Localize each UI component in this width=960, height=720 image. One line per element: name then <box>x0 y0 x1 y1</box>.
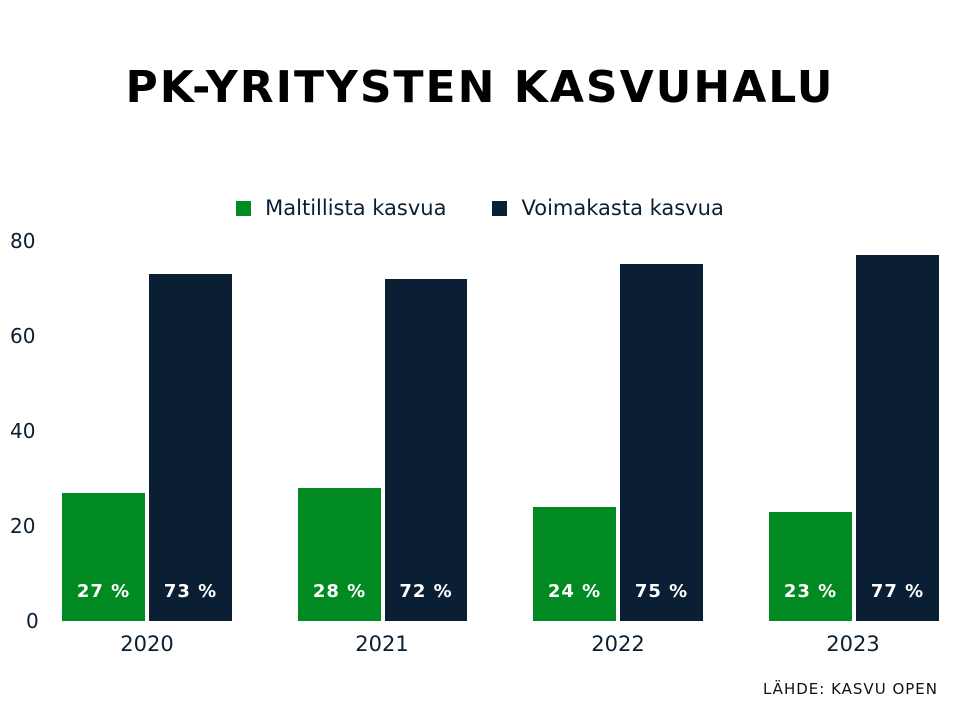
y-tick-20: 20 <box>10 514 36 538</box>
x-label-2023: 2023 <box>826 632 880 656</box>
legend-label: Maltillista kasvua <box>265 196 447 220</box>
x-label-2020: 2020 <box>120 632 174 656</box>
bar-value-label: 23 % <box>783 581 838 602</box>
legend-item-voimakasta: Voimakasta kasvua <box>492 196 724 220</box>
bar-2021-voimakasta: 72 % <box>385 279 467 621</box>
bar-2023-maltillista: 23 % <box>769 512 852 621</box>
source-note: LÄHDE: KASVU OPEN <box>762 680 938 698</box>
legend-swatch-green-icon <box>236 200 252 216</box>
y-tick-0: 0 <box>26 609 39 633</box>
legend: Maltillista kasvua Voimakasta kasvua <box>0 196 960 220</box>
bar-2020-maltillista: 27 % <box>62 493 145 621</box>
legend-item-maltillista: Maltillista kasvua <box>236 196 446 220</box>
bar-value-label: 72 % <box>399 581 453 602</box>
bar-value-label: 24 % <box>547 581 602 602</box>
bar-value-label: 75 % <box>634 581 689 602</box>
legend-label: Voimakasta kasvua <box>521 196 724 220</box>
bar-2021-maltillista: 28 % <box>298 488 381 621</box>
x-label-2021: 2021 <box>355 632 409 656</box>
bar-value-label: 77 % <box>870 581 925 602</box>
y-tick-40: 40 <box>10 419 36 443</box>
bar-value-label: 73 % <box>163 581 218 602</box>
x-label-2022: 2022 <box>591 632 645 656</box>
bar-2022-maltillista: 24 % <box>533 507 616 621</box>
bar-value-label: 27 % <box>76 581 131 602</box>
bar-2023-voimakasta: 77 % <box>856 255 939 621</box>
legend-swatch-navy-icon <box>492 200 508 216</box>
chart-title: PK-YRITYSTEN KASVUHALU <box>125 62 835 113</box>
bar-2020-voimakasta: 73 % <box>149 274 232 621</box>
y-tick-80: 80 <box>10 229 36 253</box>
y-tick-60: 60 <box>10 324 36 348</box>
bar-value-label: 28 % <box>312 581 367 602</box>
bar-2022-voimakasta: 75 % <box>620 264 703 621</box>
